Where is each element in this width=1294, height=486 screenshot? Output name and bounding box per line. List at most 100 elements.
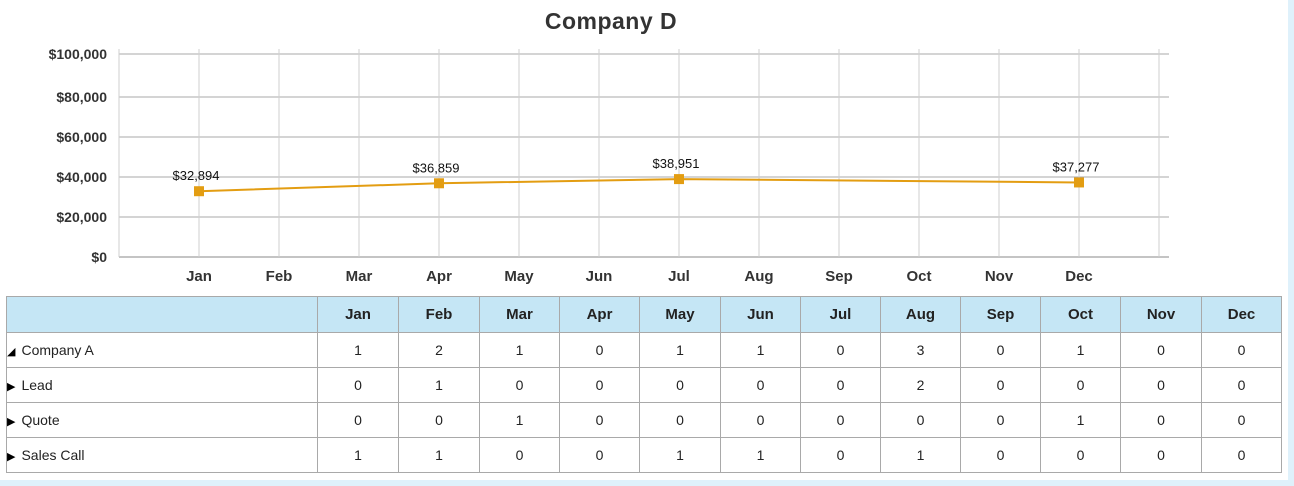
value-cell: 0 [1201,332,1282,368]
value-cell: 0 [479,437,560,473]
value-cell: 0 [559,437,640,473]
value-cell: 1 [398,437,480,473]
table-row: ▶ Lead 0 1 0 0 0 0 0 2 0 0 0 0 [6,367,1282,403]
value-cell: 1 [317,437,399,473]
value-cell: 0 [1120,402,1202,438]
value-cell: 1 [880,437,961,473]
value-cell: 1 [479,332,560,368]
value-cell: 0 [960,402,1041,438]
value-cell: 0 [960,332,1041,368]
frame-edge-bottom [0,480,1294,486]
row-label: Lead [21,377,53,393]
y-tick-label: $100,000 [49,46,108,62]
column-header[interactable]: Sep [960,296,1041,333]
x-tick-label: Mar [346,268,373,285]
x-tick-label: Jul [668,268,690,285]
value-cell: 1 [317,332,399,368]
value-cell: 0 [960,367,1041,403]
x-tick-label: May [504,268,534,285]
value-cell: 1 [1040,332,1121,368]
value-cell: 0 [479,367,560,403]
column-header[interactable]: Nov [1120,296,1202,333]
row-label: Company A [21,342,94,358]
x-tick-label: Oct [906,268,931,285]
value-cell: 0 [559,367,640,403]
value-cell: 0 [398,402,480,438]
table-row: ▶ Quote 0 0 1 0 0 0 0 0 0 1 0 0 [6,402,1282,438]
value-cell: 0 [800,367,881,403]
x-tick-label: Dec [1065,268,1093,285]
value-cell: 1 [720,437,801,473]
frame-edge-right [1288,0,1294,486]
data-label: $36,859 [413,160,460,175]
value-cell: 0 [800,332,881,368]
value-cell: 0 [317,367,399,403]
value-cell: 0 [559,332,640,368]
y-tick-label: $0 [91,249,107,265]
row-label: Sales Call [21,447,85,463]
column-header[interactable]: Jan [317,296,399,333]
data-point-marker [434,178,444,189]
y-tick-label: $40,000 [56,169,107,185]
row-label-cell: ◢ Company A [6,332,318,368]
column-header[interactable]: Aug [880,296,961,333]
series-line [198,178,1080,193]
column-header[interactable]: Oct [1040,296,1121,333]
value-cell: 2 [398,332,480,368]
expand-triangle-icon[interactable]: ▶ [7,416,16,428]
x-tick-label: Feb [266,268,293,285]
value-cell: 0 [960,437,1041,473]
header-corner [6,296,318,333]
value-cell: 0 [800,402,881,438]
column-header[interactable]: Jul [800,296,881,333]
value-cell: 1 [1040,402,1121,438]
column-header[interactable]: Jun [720,296,801,333]
column-header[interactable]: Feb [398,296,480,333]
column-header[interactable]: May [639,296,721,333]
y-tick-label: $80,000 [56,89,107,105]
line-chart: $0 $20,000 $40,000 $60,000 $80,000 $100,000 Ja… [49,46,1169,285]
value-cell: 0 [720,367,801,403]
value-cell: 0 [1040,437,1121,473]
data-point-marker [674,174,684,185]
expand-triangle-icon[interactable]: ▶ [7,381,16,393]
value-cell: 0 [800,437,881,473]
column-header[interactable]: Dec [1201,296,1282,333]
table-header-row: Jan Feb Mar Apr May Jun Jul Aug Sep Oct Nov Dec [6,296,1282,333]
value-cell: 2 [880,367,961,403]
collapse-triangle-icon[interactable]: ◢ [7,346,16,358]
row-label-cell: ▶ Lead [6,367,318,403]
row-label-cell: ▶ Quote [6,402,318,438]
x-tick-label: Jan [186,268,212,285]
x-tick-label: Aug [744,268,773,285]
value-cell: 1 [479,402,560,438]
value-cell: 0 [1201,402,1282,438]
chart-title: Company D [544,8,678,34]
value-cell: 0 [880,402,961,438]
data-label: $38,951 [653,156,700,171]
data-point-marker [1074,177,1084,188]
table-row: ▶ Sales Call 1 1 0 0 1 1 0 1 0 0 0 0 [6,437,1282,473]
x-tick-label: Sep [825,268,853,285]
value-cell: 0 [1040,367,1121,403]
y-tick-label: $20,000 [56,209,107,225]
value-cell: 0 [559,402,640,438]
row-label-cell: ▶ Sales Call [6,437,318,473]
column-header[interactable]: Mar [479,296,560,333]
value-cell: 1 [639,437,721,473]
row-label: Quote [21,412,60,428]
column-header[interactable]: Apr [559,296,640,333]
activity-table: Jan Feb Mar Apr May Jun Jul Aug Sep Oct Nov Dec ◢ Co… [6,296,1282,473]
data-label: $32,894 [173,168,220,183]
value-cell: 0 [1201,437,1282,473]
x-tick-label: Apr [426,268,452,285]
value-cell: 0 [1201,367,1282,403]
value-cell: 0 [1120,437,1202,473]
value-cell: 0 [639,402,721,438]
value-cell: 0 [720,402,801,438]
value-cell: 0 [1120,332,1202,368]
expand-triangle-icon[interactable]: ▶ [7,451,16,463]
value-cell: 0 [317,402,399,438]
x-tick-label: Jun [586,268,613,285]
value-cell: 0 [639,367,721,403]
